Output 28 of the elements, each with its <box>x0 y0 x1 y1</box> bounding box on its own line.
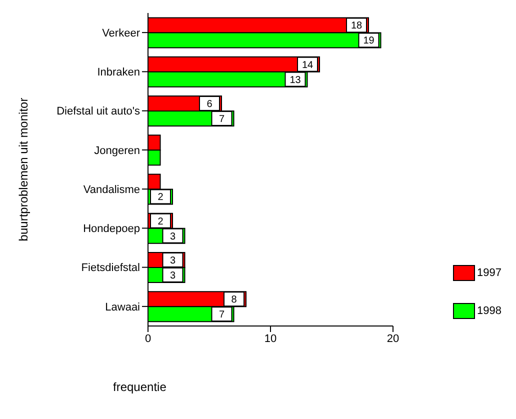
x-tick-label: 20 <box>386 332 400 345</box>
data-label: 3 <box>170 231 176 242</box>
data-label: 8 <box>231 294 238 306</box>
data-label: 6 <box>206 98 213 110</box>
y-axis-title: buurtproblemen uit monitor <box>16 98 30 242</box>
y-tick-label: Lawaai <box>105 301 140 314</box>
x-tick-label: 10 <box>264 332 277 345</box>
legend-label: 1997 <box>477 267 502 279</box>
y-tick-label: Diefstal uit auto's <box>56 106 140 118</box>
data-label: 2 <box>158 192 164 204</box>
data-label: 7 <box>218 114 225 125</box>
data-label: 14 <box>302 60 314 71</box>
x-tick-label: 0 <box>144 332 152 345</box>
data-label: 7 <box>218 310 225 321</box>
data-label: 18 <box>350 20 362 32</box>
y-tick-label: Jongeren <box>94 144 140 157</box>
y-tick-label: Verkeer <box>102 27 140 40</box>
data-label: 19 <box>363 36 375 47</box>
x-axis-title: frequentie <box>113 380 167 394</box>
y-tick-label: Inbraken <box>97 66 140 79</box>
y-tick-label: Fietsdiefstal <box>81 262 140 274</box>
data-label: 3 <box>170 270 176 282</box>
y-tick-label: Hondepoep <box>83 223 140 236</box>
legend-label: 1998 <box>477 305 502 317</box>
data-label: 3 <box>170 255 176 266</box>
data-label: 2 <box>158 216 164 228</box>
data-label: 13 <box>290 74 302 86</box>
y-tick-label: Vandalisme <box>83 184 140 196</box>
